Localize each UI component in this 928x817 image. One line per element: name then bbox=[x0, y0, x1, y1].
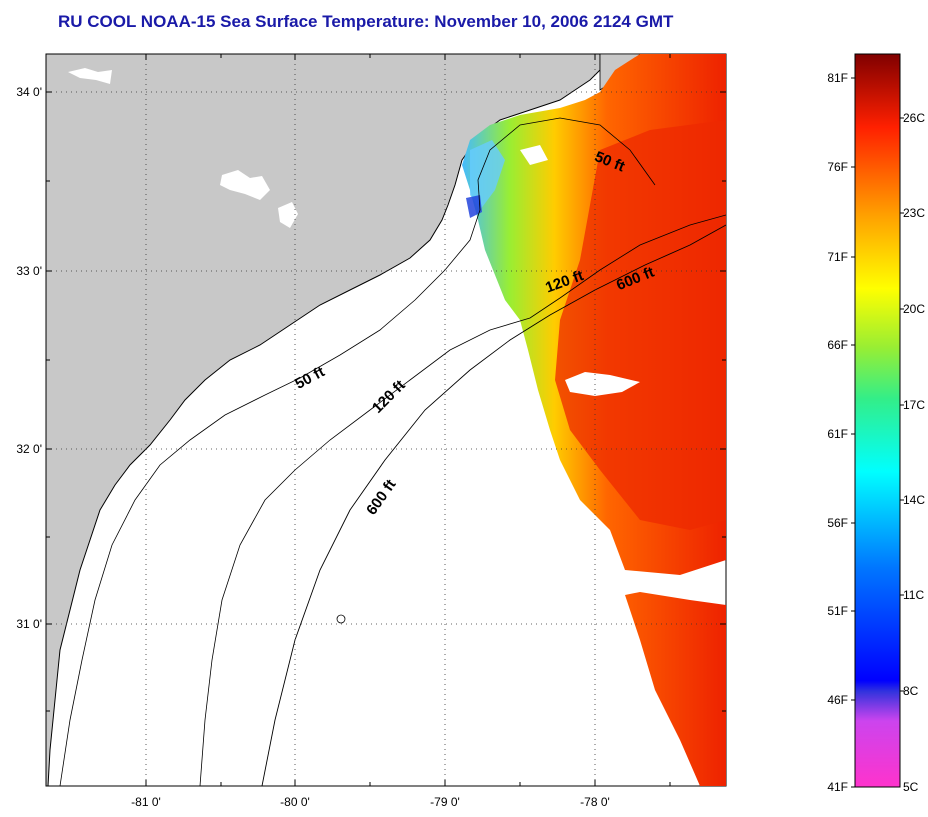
colorbar-label-f: 71F bbox=[827, 250, 848, 264]
land-area bbox=[46, 54, 601, 786]
colorbar-label-f: 56F bbox=[827, 516, 848, 530]
colorbar-label-f: 66F bbox=[827, 338, 848, 352]
latitude-label: 34 0' bbox=[16, 85, 42, 99]
inland-lake bbox=[220, 170, 270, 200]
contour-120ft bbox=[199, 214, 726, 786]
colorbar-label-f: 51F bbox=[827, 604, 848, 618]
sst-warm-core bbox=[555, 120, 726, 530]
colorbar-label-c: 26C bbox=[903, 111, 925, 125]
longitude-label: -81 0' bbox=[131, 795, 161, 809]
cloud-gap bbox=[520, 145, 548, 165]
longitude-label: -78 0' bbox=[580, 795, 610, 809]
colorbar-label-c: 17C bbox=[903, 398, 925, 412]
contour-600ft bbox=[261, 224, 726, 786]
colorbar-label-f: 81F bbox=[827, 71, 848, 85]
cloud-gap bbox=[565, 372, 640, 396]
colorbar-label-c: 20C bbox=[903, 302, 925, 316]
temperature-colorbar bbox=[854, 53, 901, 788]
contour-50ft bbox=[59, 117, 656, 786]
graticule bbox=[46, 54, 726, 786]
latitude-label: 33 0' bbox=[16, 264, 42, 278]
latitude-label: 32 0' bbox=[16, 442, 42, 456]
colorbar-label-f: 46F bbox=[827, 693, 848, 707]
colorbar-label-c: 23C bbox=[903, 206, 925, 220]
colorbar-label-c: 8C bbox=[903, 684, 919, 698]
colorbar-label-c: 14C bbox=[903, 493, 925, 507]
colorbar-label-f: 76F bbox=[827, 160, 848, 174]
latitude-label: 31 0' bbox=[16, 617, 42, 631]
longitude-label: -79 0' bbox=[430, 795, 460, 809]
longitude-label: -80 0' bbox=[280, 795, 310, 809]
map-ticks bbox=[46, 54, 726, 786]
map-title: RU COOL NOAA-15 Sea Surface Temperature:… bbox=[58, 12, 674, 31]
inland-lake bbox=[68, 68, 112, 84]
colorbar-label-f: 41F bbox=[827, 780, 848, 794]
contour-seamount bbox=[336, 614, 346, 624]
colorbar-label-c: 11C bbox=[903, 588, 924, 602]
inland-lake bbox=[278, 202, 298, 228]
colorbar-label-f: 61F bbox=[827, 427, 848, 441]
colorbar-ticks bbox=[851, 77, 904, 788]
colorbar-label-c: 5C bbox=[903, 780, 919, 794]
sst-cool-band bbox=[466, 195, 482, 218]
